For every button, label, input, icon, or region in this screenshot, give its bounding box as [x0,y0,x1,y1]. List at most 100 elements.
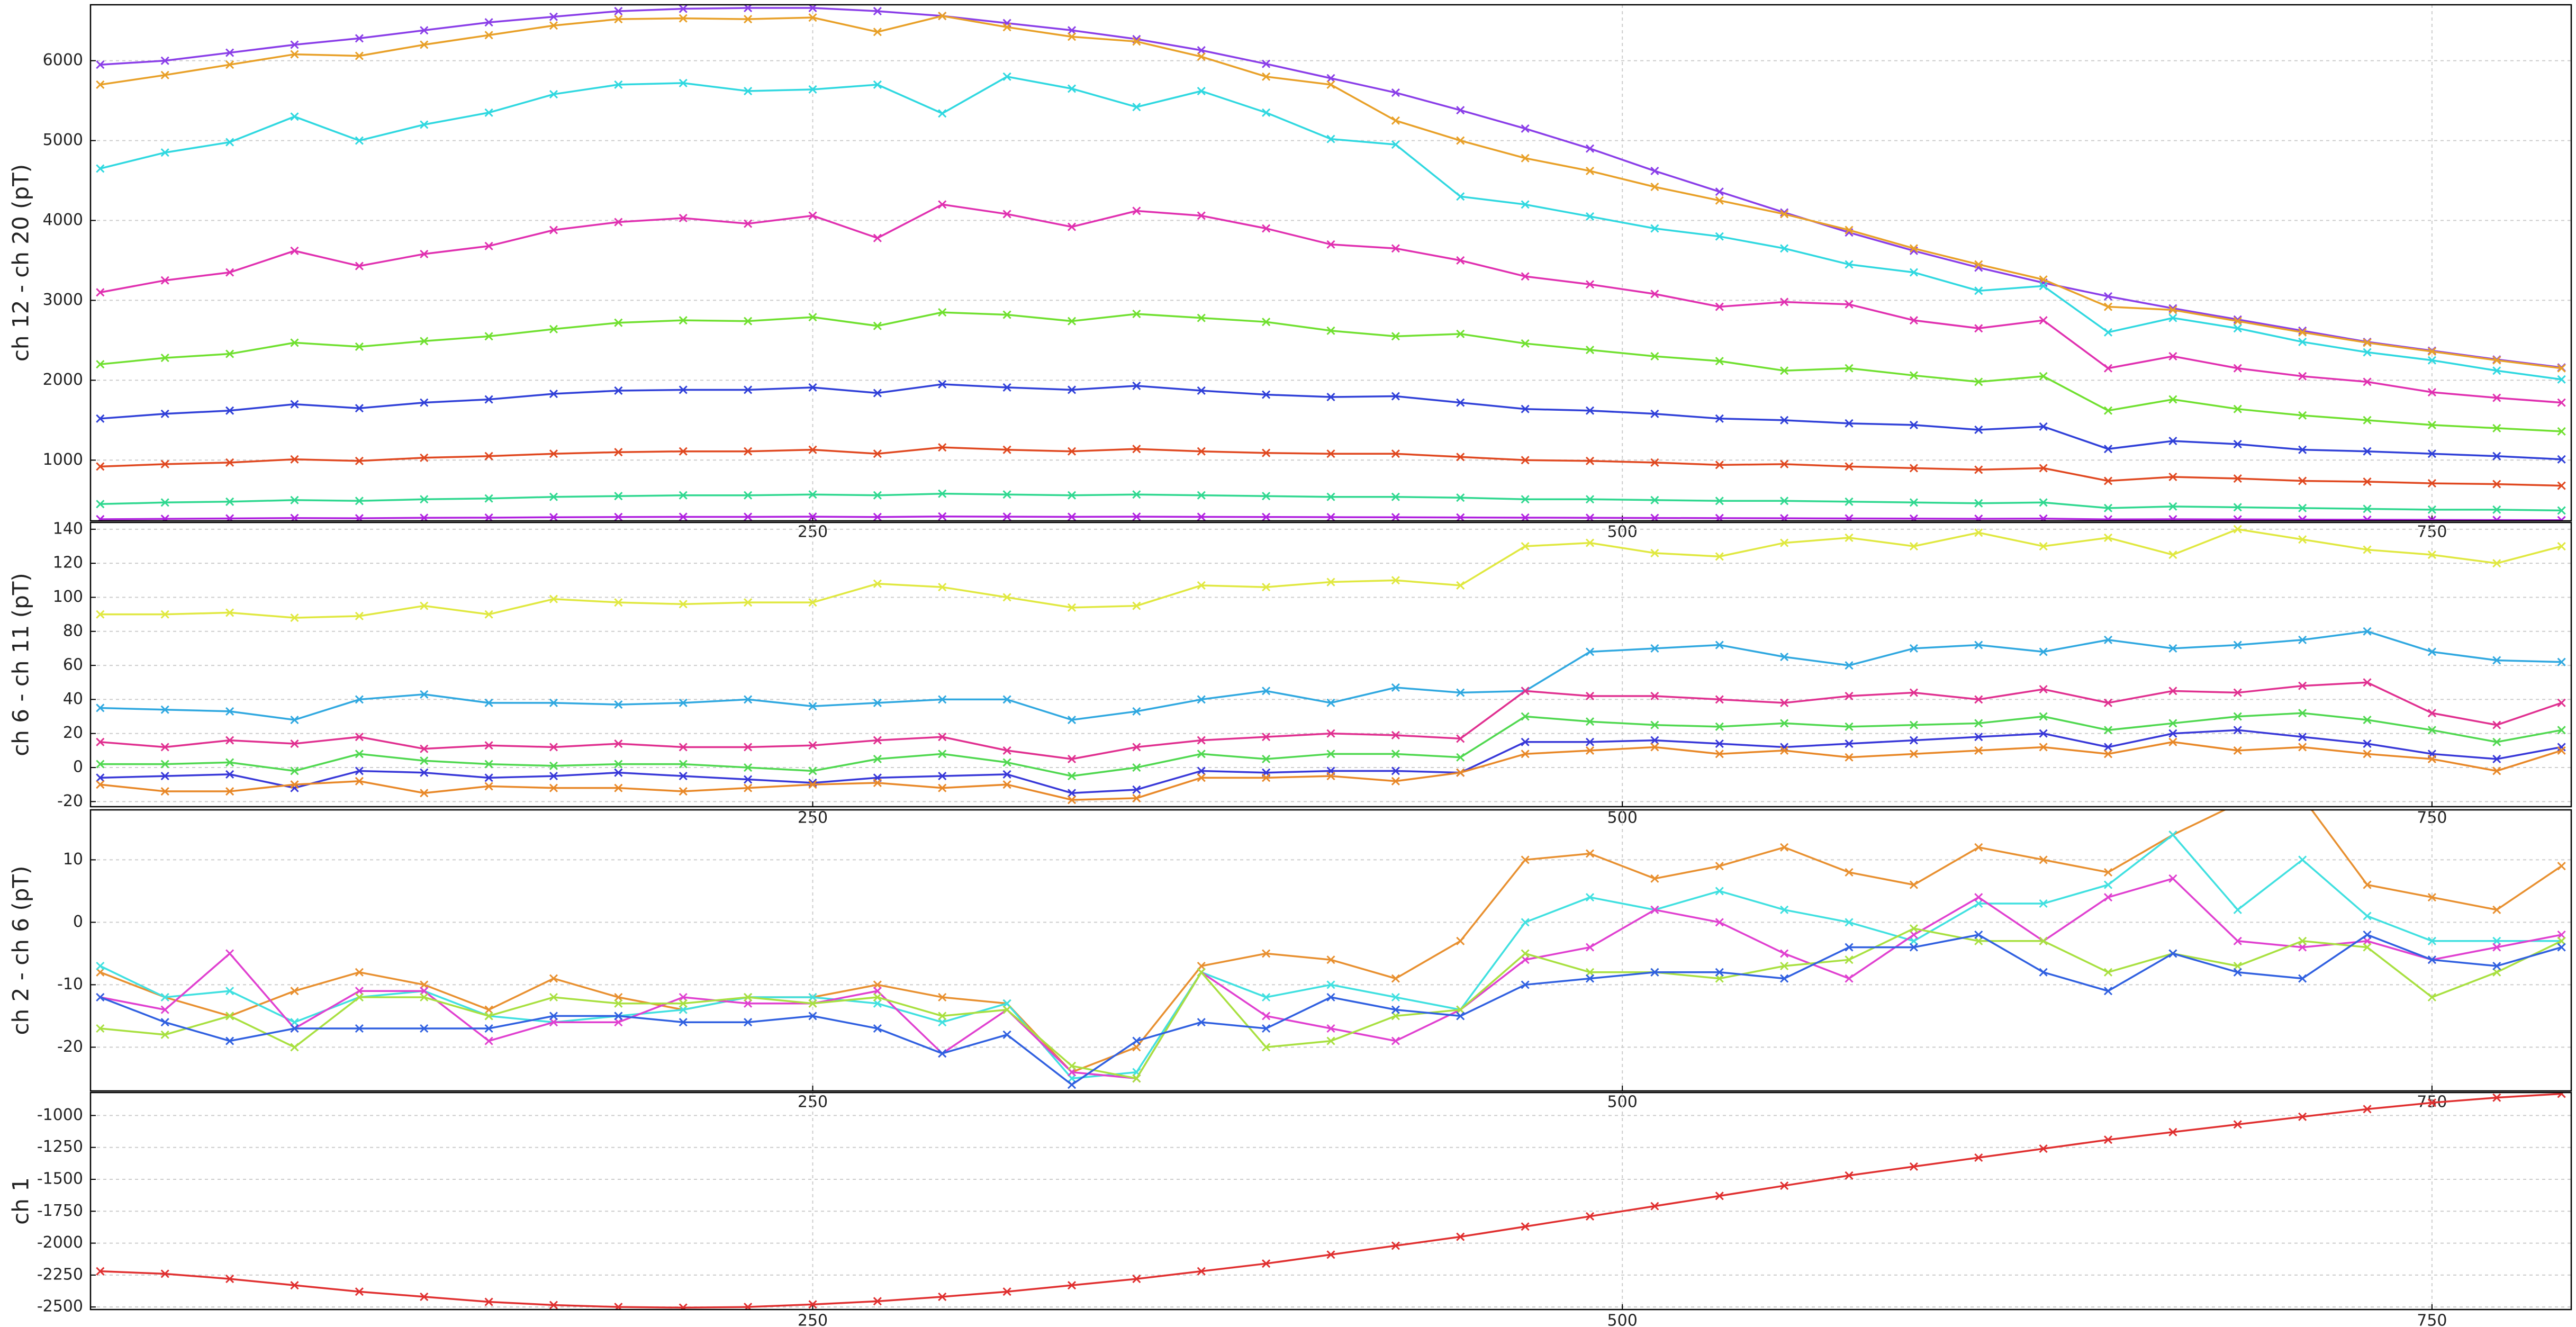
data-point [1002,758,1011,767]
data-point [614,386,623,395]
data-point [96,1267,105,1276]
data-point [744,999,753,1008]
data-point [2557,481,2566,490]
data-point [808,992,817,1002]
data-point [744,743,753,752]
data-point [2363,1105,2372,1114]
data-point [1132,445,1141,454]
data-point [1197,766,1206,775]
data-point [938,1292,947,1301]
data-point [549,89,558,99]
data-point [744,783,753,792]
data-point [1002,746,1011,755]
data-point [808,780,817,789]
data-point [2363,338,2372,347]
y-tick-label: -10 [57,975,83,994]
data-point [1585,893,1595,902]
data-point [2103,726,2113,735]
data-point [290,766,299,775]
data-point [2427,709,2436,718]
data-point [1974,260,1983,269]
data-point [679,772,688,781]
data-point [1974,286,1983,295]
data-point [1909,464,1918,473]
data-point [484,1036,493,1045]
data-point [2103,868,2113,877]
data-point [744,695,753,704]
data-point [1715,497,1724,505]
data-point [744,512,753,521]
data-point [2233,712,2242,721]
data-point [1585,1212,1595,1221]
data-point [355,987,364,996]
data-point [1067,796,1077,805]
data-point [1780,297,1789,306]
data-point [2233,317,2242,326]
data-point [744,491,753,500]
data-point [2233,905,2242,914]
data-point [2557,455,2566,464]
data-point [873,1297,882,1306]
data-point [2298,503,2307,512]
data-point [614,218,623,227]
data-point [1197,52,1206,61]
data-point [2363,545,2372,554]
data-point [1067,1074,1077,1083]
data-point [1067,447,1077,456]
data-point [1845,419,1854,428]
data-point [1780,244,1789,253]
data-point [744,15,753,24]
data-point [2557,698,2566,707]
data-point [290,495,299,504]
data-point [1197,46,1206,55]
data-point [1391,244,1400,253]
data-point [420,26,429,35]
data-point [1909,936,1918,945]
data-point [160,148,169,157]
x-tick-label: 250 [798,1312,828,1327]
y-tick-label: 0 [73,758,83,777]
data-point [1715,302,1724,311]
data-point [614,512,623,521]
y-tick-label: -1750 [37,1202,83,1220]
data-point [1326,326,1335,335]
data-point [1845,225,1854,234]
data-point [1456,398,1465,407]
data-point [1132,763,1141,772]
data-point [679,1005,688,1014]
data-point [1132,743,1141,752]
data-point [744,763,753,772]
data-point [1391,576,1400,585]
data-point [1845,943,1854,952]
data-point [1845,260,1854,269]
data-point [1067,715,1077,725]
data-point [2168,729,2177,738]
data-point [1845,661,1854,670]
data-point [2039,282,2048,291]
data-point [160,1030,169,1039]
data-point [160,1005,169,1014]
data-point [1002,999,1011,1008]
data-point [225,987,234,996]
data-point [1391,683,1400,692]
data-point [2363,377,2372,386]
data-point [614,783,623,792]
data-point [1262,992,1271,1002]
data-point [484,1297,493,1306]
data-point [2168,874,2177,883]
data-point [1067,512,1077,521]
data-point [2492,452,2501,461]
data-point [1002,23,1011,32]
data-point [1521,918,1530,927]
data-point [1067,32,1077,41]
data-point [2233,746,2242,755]
data-point [2168,472,2177,482]
data-point [2427,893,2436,902]
data-point [1262,448,1271,457]
data-point [2427,479,2436,488]
data-point [2363,936,2372,945]
data-point [614,448,623,457]
data-point [2363,504,2372,513]
data-point [614,492,623,501]
data-point [1456,581,1465,590]
